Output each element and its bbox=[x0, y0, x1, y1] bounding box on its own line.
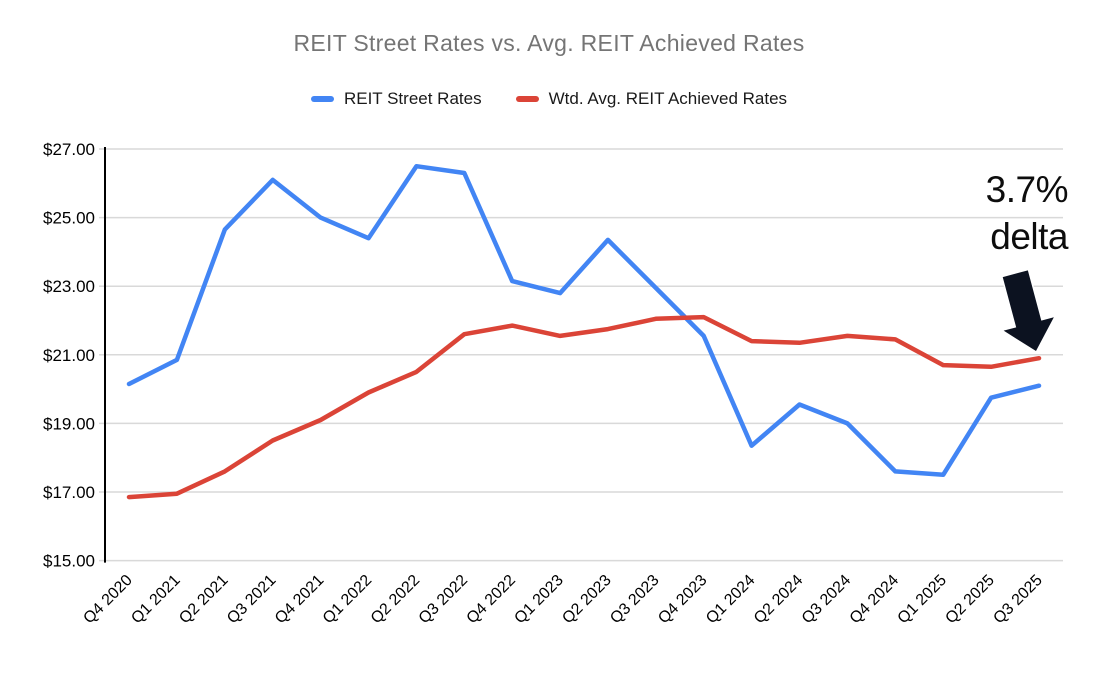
x-axis-label: Q4 2024 bbox=[847, 572, 902, 627]
x-axis-label: Q3 2025 bbox=[990, 572, 1045, 627]
x-axis-label: Q2 2021 bbox=[176, 572, 231, 627]
x-axis-label: Q4 2023 bbox=[655, 572, 710, 627]
x-axis-label: Q2 2025 bbox=[943, 572, 998, 627]
x-axis-label: Q2 2022 bbox=[368, 572, 423, 627]
x-axis-label: Q3 2024 bbox=[799, 572, 854, 627]
delta-annotation: 3.7% delta bbox=[985, 166, 1069, 260]
series-line-achieved-rates bbox=[126, 314, 1042, 500]
x-axis-label: Q1 2025 bbox=[895, 572, 950, 627]
y-axis-label: $21.00 bbox=[43, 346, 95, 365]
y-axis-label: $19.00 bbox=[43, 414, 95, 433]
legend-swatch-achieved-rates-icon bbox=[515, 96, 539, 102]
y-axis-label: $15.00 bbox=[43, 552, 95, 571]
delta-label: delta bbox=[990, 216, 1068, 257]
x-axis-label: Q4 2020 bbox=[80, 572, 135, 627]
legend-item-street-rates[interactable]: REIT Street Rates bbox=[310, 89, 482, 109]
legend: REIT Street Rates Wtd. Avg. REIT Achieve… bbox=[0, 89, 1098, 109]
legend-item-achieved-rates[interactable]: Wtd. Avg. REIT Achieved Rates bbox=[515, 89, 788, 109]
x-axis-label: Q1 2021 bbox=[128, 572, 183, 627]
x-axis-label: Q3 2022 bbox=[416, 572, 471, 627]
x-axis-label: Q3 2021 bbox=[224, 572, 279, 627]
x-axis-label: Q2 2023 bbox=[559, 572, 614, 627]
x-axis-label: Q4 2022 bbox=[464, 572, 519, 627]
x-axis-label: Q1 2023 bbox=[511, 572, 566, 627]
chart-title: REIT Street Rates vs. Avg. REIT Achieved… bbox=[293, 30, 805, 56]
x-axis-label: Q4 2021 bbox=[272, 572, 327, 627]
y-axis-label: $25.00 bbox=[43, 209, 95, 228]
y-axis-label: $23.00 bbox=[43, 277, 95, 296]
x-axis-label: Q2 2024 bbox=[751, 572, 806, 627]
delta-value: 3.7% bbox=[985, 169, 1069, 210]
legend-swatch-street-rates-icon bbox=[310, 96, 334, 102]
x-axis-label: Q1 2024 bbox=[703, 572, 758, 627]
y-axis-label: $17.00 bbox=[43, 483, 95, 502]
series-line-street-rates bbox=[126, 163, 1042, 478]
y-axis-label: $27.00 bbox=[43, 140, 95, 159]
legend-label-achieved-rates: Wtd. Avg. REIT Achieved Rates bbox=[548, 89, 788, 108]
legend-label-street-rates: REIT Street Rates bbox=[343, 89, 482, 108]
x-axis-label: Q1 2022 bbox=[320, 572, 375, 627]
x-axis-label: Q3 2023 bbox=[607, 572, 662, 627]
